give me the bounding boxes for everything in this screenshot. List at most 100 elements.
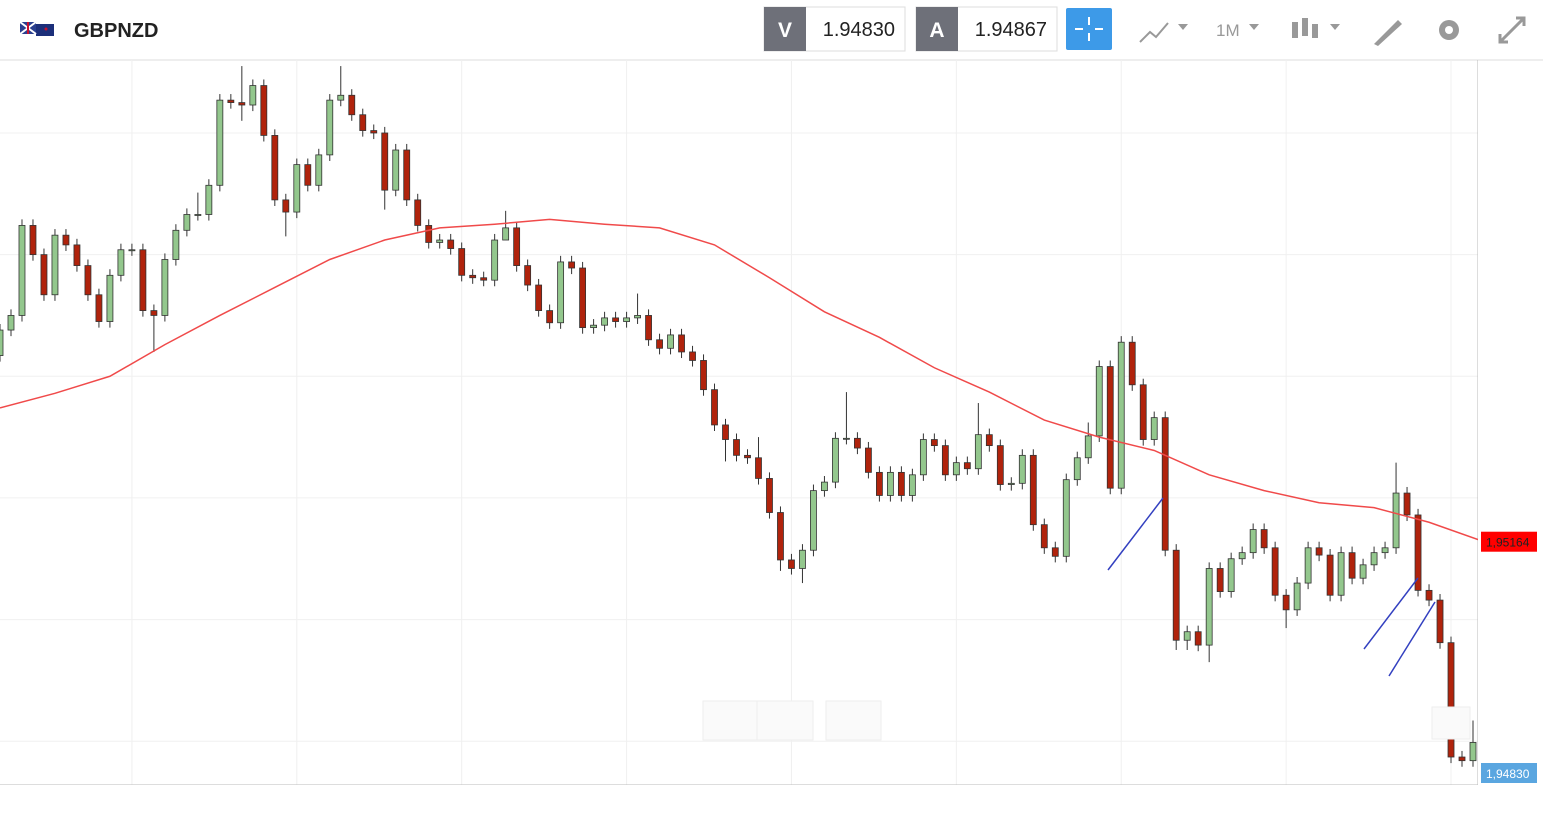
buy-label-bg (916, 7, 958, 51)
candle-body (1381, 547, 1389, 554)
candle-body (1106, 366, 1114, 489)
candle-body (755, 457, 762, 479)
candle-body (579, 267, 587, 329)
candle-body (711, 389, 718, 426)
x-tick-label: 16:15 (1270, 794, 1303, 809)
fullscreen-button[interactable] (1498, 16, 1526, 44)
ma-price-label: 1,95164 (1486, 536, 1530, 550)
crosshair-button[interactable] (1066, 8, 1112, 50)
candle-body (1194, 631, 1202, 646)
candle-body (952, 462, 960, 476)
y-tick-label: 1,95200 (1488, 491, 1535, 506)
symbol: GBPNZD (74, 20, 158, 42)
candle-body (491, 239, 499, 281)
candle-body (18, 225, 26, 316)
candle-body (403, 149, 411, 201)
candle-body (139, 249, 147, 311)
candle-body (216, 99, 224, 186)
candle-body (985, 434, 993, 447)
candle-body (1271, 547, 1279, 596)
x-tick-label: 15:00 (445, 794, 478, 809)
candle-body (1084, 435, 1092, 459)
candle-body (128, 249, 136, 252)
candle-body (183, 214, 191, 231)
candle-body (348, 94, 356, 116)
candle-body (1051, 547, 1059, 557)
candle-body (601, 317, 608, 326)
candle-body (886, 471, 894, 496)
candle-body (447, 239, 455, 249)
zoom-controls[interactable] (702, 700, 1471, 741)
candle-body (623, 317, 630, 322)
candle-body (238, 102, 246, 106)
candle-body (73, 244, 81, 266)
flag (19, 21, 54, 36)
candle-body (370, 130, 378, 134)
candle-body (117, 249, 125, 276)
candle-body (1436, 599, 1444, 644)
candle-body (1370, 552, 1378, 566)
candle-body (788, 559, 795, 569)
candle-body (480, 277, 488, 281)
candle-body (7, 315, 15, 331)
buy-label: A (929, 19, 944, 42)
sell-label: V (778, 19, 792, 42)
candle-body (612, 317, 619, 322)
candle-body (930, 439, 938, 447)
candle-body (414, 199, 422, 226)
candle-body (271, 135, 279, 201)
candle-body (51, 234, 59, 296)
candle-body (876, 471, 883, 496)
candle-body (458, 248, 466, 276)
candle-body (590, 324, 597, 329)
candle-body (1161, 417, 1169, 551)
x-tick-label: 14:45 (281, 794, 314, 809)
candle-body (1007, 482, 1015, 485)
candle-body (293, 164, 301, 213)
candle-body (513, 227, 521, 266)
candle-body (381, 132, 389, 191)
candle-body (29, 225, 37, 256)
chart-type-button[interactable] (1139, 22, 1188, 43)
candle-type-button[interactable] (1292, 18, 1340, 38)
candle-body (919, 439, 927, 476)
trend-line (1107, 497, 1164, 571)
x-tick-label: 16:00 (1105, 794, 1138, 809)
candle-body (897, 471, 905, 496)
candle-body (392, 149, 400, 191)
candle-body (996, 445, 1004, 485)
trend-line (1388, 601, 1436, 677)
candle-body (205, 184, 213, 215)
candle-body (194, 214, 202, 216)
candle-body (1447, 642, 1455, 758)
trend-line (1363, 577, 1419, 650)
candle-body (425, 225, 433, 243)
candle-body (1238, 552, 1246, 560)
candle-body (1282, 594, 1290, 611)
candle-body (1205, 568, 1213, 646)
ma-price-box (1481, 531, 1537, 552)
x-tick-label: 16:30 (1435, 794, 1468, 809)
draw-button[interactable] (1374, 20, 1402, 46)
timeframe[interactable]: 1M (1216, 21, 1240, 40)
candle-body (974, 434, 982, 470)
last-price-label: 1,94830 (1486, 767, 1530, 781)
candle-body (150, 310, 158, 316)
candle-body (634, 315, 641, 319)
y-tick-label: 1,95300 (1488, 369, 1535, 384)
candle-body (777, 512, 784, 561)
candle-body (359, 114, 367, 131)
candle-body (260, 85, 268, 136)
candle-body (557, 261, 565, 324)
candle-body (282, 199, 290, 213)
x-tick-label: 14:30 (116, 794, 149, 809)
settings-button[interactable] (1439, 20, 1459, 40)
candle-body (1469, 742, 1477, 762)
candle-body (95, 294, 103, 322)
candle-body (821, 481, 828, 492)
candle-body (1403, 492, 1411, 516)
candle-body (304, 164, 312, 186)
candle-body (524, 265, 532, 286)
y-tick-label: 1,95100 (1488, 613, 1535, 628)
candle-body (1359, 564, 1367, 579)
